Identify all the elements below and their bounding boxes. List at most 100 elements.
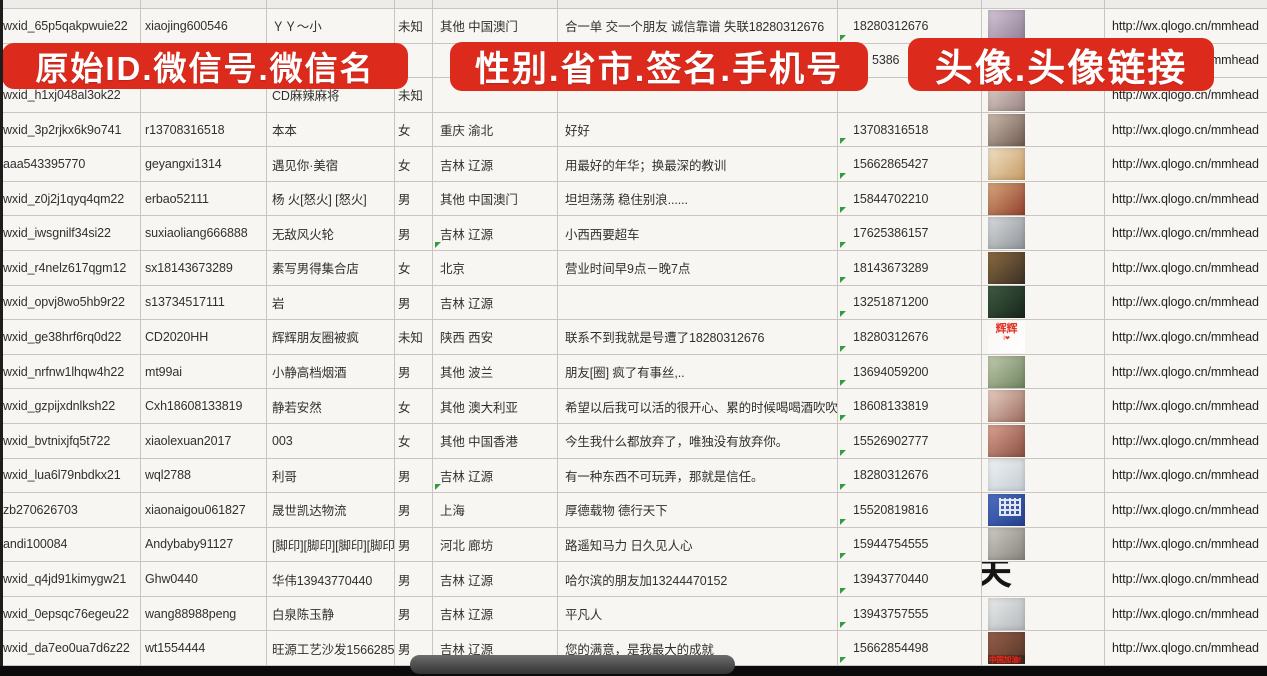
cell-phone-number[interactable]: 13708316518 <box>838 112 982 147</box>
cell-original-id[interactable]: wxid_3p2rjkx6k9o741 <box>0 112 141 147</box>
cell-original-id[interactable]: wxid_ge38hrf6rq0d22 <box>0 320 141 354</box>
cell-phone-number[interactable]: 18143673289 <box>838 251 982 285</box>
cell-wechat-name[interactable]: 本本 <box>267 112 395 147</box>
cell-wechat-name[interactable]: 岩 <box>267 285 395 320</box>
cell-province-city[interactable]: 吉林 辽源 <box>433 596 558 631</box>
cell-wechat-id[interactable]: wang88988peng <box>141 596 267 631</box>
cell-gender[interactable]: 未知 <box>395 9 433 43</box>
cell-avatar[interactable] <box>982 354 1105 389</box>
cell-avatar-link[interactable]: http://wx.qlogo.cn/mmhead <box>1112 226 1259 241</box>
cell-wechat-name[interactable]: 无敌风火轮 <box>267 216 395 251</box>
cell-gender[interactable]: 未知 <box>395 78 433 112</box>
cell-wechat-name[interactable]: 遇见你·美宿 <box>267 147 395 181</box>
cell-avatar-link[interactable]: http://wx.qlogo.cn/mmhead <box>1112 433 1259 448</box>
cell-signature[interactable]: 合一单 交一个朋友 诚信靠谱 失联18280312676 <box>558 9 838 43</box>
cell-avatar[interactable] <box>982 527 1105 562</box>
cell-avatar[interactable] <box>982 596 1105 631</box>
cell-signature[interactable] <box>558 78 838 112</box>
cell-signature[interactable]: 今生我什么都放弃了，唯独没有放弃你。 <box>558 423 838 458</box>
cell-province-city[interactable]: 其他 中国澳门 <box>433 181 558 216</box>
cell-province-city[interactable]: 吉林 辽源 <box>433 147 558 181</box>
cell-wechat-id[interactable]: xiaojing600546 <box>141 9 267 43</box>
cell-gender[interactable]: 男 <box>395 285 433 320</box>
cell-original-id[interactable]: wxid_0epsqc76egeu22 <box>0 596 141 631</box>
cell-avatar-link[interactable]: http://wx.qlogo.cn/mmhead <box>1112 295 1259 310</box>
cell-avatar[interactable] <box>982 423 1105 458</box>
cell-signature[interactable]: 平凡人 <box>558 596 838 631</box>
cell-wechat-id[interactable]: wt1554444 <box>141 631 267 665</box>
cell-gender[interactable]: 男 <box>395 458 433 493</box>
cell-phone-number[interactable] <box>838 78 982 112</box>
cell-province-city[interactable]: 吉林 辽源 <box>433 285 558 320</box>
cell-signature[interactable]: 厚德载物 德行天下 <box>558 493 838 527</box>
cell-avatar-link[interactable]: http://wx.qlogo.cn/mmhead <box>1112 329 1259 344</box>
cell-signature[interactable]: 坦坦荡荡 稳住别浪...... <box>558 181 838 216</box>
cell-original-id[interactable]: wxid_nrfnw1lhqw4h22 <box>0 354 141 389</box>
cell-province-city[interactable]: 陕西 西安 <box>433 320 558 354</box>
cell-wechat-id[interactable]: xiaolexuan2017 <box>141 423 267 458</box>
cell-avatar[interactable]: 中国加油! <box>982 631 1105 665</box>
cell-gender[interactable]: 未知 <box>395 320 433 354</box>
cell-wechat-name[interactable]: ＹＹ～小 <box>267 9 395 43</box>
cell-wechat-name[interactable]: 003 <box>267 423 395 458</box>
cell-avatar[interactable] <box>982 285 1105 320</box>
cell-original-id[interactable]: wxid_h1xj048al3ok22 <box>0 78 141 112</box>
cell-original-id[interactable]: wxid_65p5qakpwuie22 <box>0 9 141 43</box>
cell-gender[interactable]: 女 <box>395 423 433 458</box>
cell-wechat-id[interactable]: suxiaoliang666888 <box>141 216 267 251</box>
cell-signature[interactable]: 有一种东西不可玩弄，那就是信任。 <box>558 458 838 493</box>
cell-phone-number[interactable]: 15526902777 <box>838 423 982 458</box>
cell-wechat-id[interactable]: CD2020HH <box>141 320 267 354</box>
cell-gender[interactable] <box>395 43 433 78</box>
cell-wechat-id[interactable]: wql2788 <box>141 458 267 493</box>
cell-province-city[interactable]: 其他 中国澳门 <box>433 9 558 43</box>
cell-original-id[interactable]: wxid_gzpijxdnlksh22 <box>0 389 141 423</box>
cell-wechat-name[interactable]: 静若安然 <box>267 389 395 423</box>
cell-phone-number[interactable]: 18280312676 <box>838 458 982 493</box>
cell-wechat-id[interactable]: Andybaby91127 <box>141 527 267 562</box>
cell-avatar[interactable] <box>982 493 1105 527</box>
cell-signature[interactable]: 您的满意，是我最大的成就 <box>558 631 838 665</box>
cell-province-city[interactable]: 其他 中国香港 <box>433 423 558 458</box>
cell-signature[interactable]: 朋友[圈] 疯了有事丝,.. <box>558 354 838 389</box>
cell-province-city[interactable]: 其他 澳大利亚 <box>433 389 558 423</box>
cell-avatar[interactable] <box>982 458 1105 493</box>
cell-wechat-id[interactable]: sx18143673289 <box>141 251 267 285</box>
cell-avatar[interactable] <box>982 216 1105 251</box>
cell-original-id[interactable]: wxid_iwsgnilf34si22 <box>0 216 141 251</box>
cell-gender[interactable]: 男 <box>395 354 433 389</box>
cell-gender[interactable]: 男 <box>395 631 433 665</box>
cell-province-city[interactable]: 吉林 辽源 <box>433 562 558 596</box>
cell-avatar-link[interactable]: http://wx.qlogo.cn/mmhead <box>1112 572 1259 587</box>
cell-original-id[interactable]: wxid_bvtnixjfq5t722 <box>0 423 141 458</box>
cell-avatar[interactable] <box>982 147 1105 181</box>
cell-wechat-id[interactable]: geyangxi1314 <box>141 147 267 181</box>
cell-gender[interactable]: 女 <box>395 112 433 147</box>
cell-original-id[interactable]: wxid_lua6l79nbdkx21 <box>0 458 141 493</box>
cell-wechat-id[interactable] <box>141 78 267 112</box>
cell-avatar-link[interactable]: http://wx.qlogo.cn/mmhead <box>1112 87 1259 102</box>
cell-avatar[interactable]: 辉辉 I❤ <box>982 320 1105 354</box>
cell-phone-number[interactable]: 17625386157 <box>838 216 982 251</box>
cell-gender[interactable]: 男 <box>395 596 433 631</box>
cell-avatar[interactable] <box>982 251 1105 285</box>
cell-original-id[interactable]: zb270626703 <box>0 493 141 527</box>
cell-signature[interactable]: 营业时间早9点－晚7点 <box>558 251 838 285</box>
cell-avatar-link[interactable]: http://wx.qlogo.cn/mmhead <box>1112 468 1259 483</box>
cell-wechat-name[interactable]: 辉辉朋友圈被疯 <box>267 320 395 354</box>
cell-wechat-name[interactable]: CD麻辣麻将 <box>267 78 395 112</box>
cell-province-city[interactable]: 重庆 渝北 <box>433 112 558 147</box>
cell-wechat-id[interactable]: s13734517111 <box>141 285 267 320</box>
cell-avatar-link[interactable]: http://wx.qlogo.cn/mmhead <box>1112 606 1259 621</box>
cell-province-city[interactable]: 吉林 辽源 <box>433 216 558 251</box>
cell-original-id[interactable]: wxid_z0j2j1qyq4qm22 <box>0 181 141 216</box>
cell-wechat-name[interactable]: 华伟13943770440 <box>267 562 395 596</box>
cell-phone-number[interactable]: 18280312676 <box>838 9 982 43</box>
cell-avatar[interactable] <box>982 9 1105 43</box>
cell-wechat-id[interactable]: xiaonaigou061827 <box>141 493 267 527</box>
cell-phone-number[interactable]: 15520819816 <box>838 493 982 527</box>
cell-phone-number[interactable]: 15662865427 <box>838 147 982 181</box>
cell-wechat-name[interactable]: 旺源工艺沙发15662854 <box>267 631 395 665</box>
cell-signature[interactable]: 路遥知马力 日久见人心 <box>558 527 838 562</box>
cell-phone-number[interactable]: 13251871200 <box>838 285 982 320</box>
